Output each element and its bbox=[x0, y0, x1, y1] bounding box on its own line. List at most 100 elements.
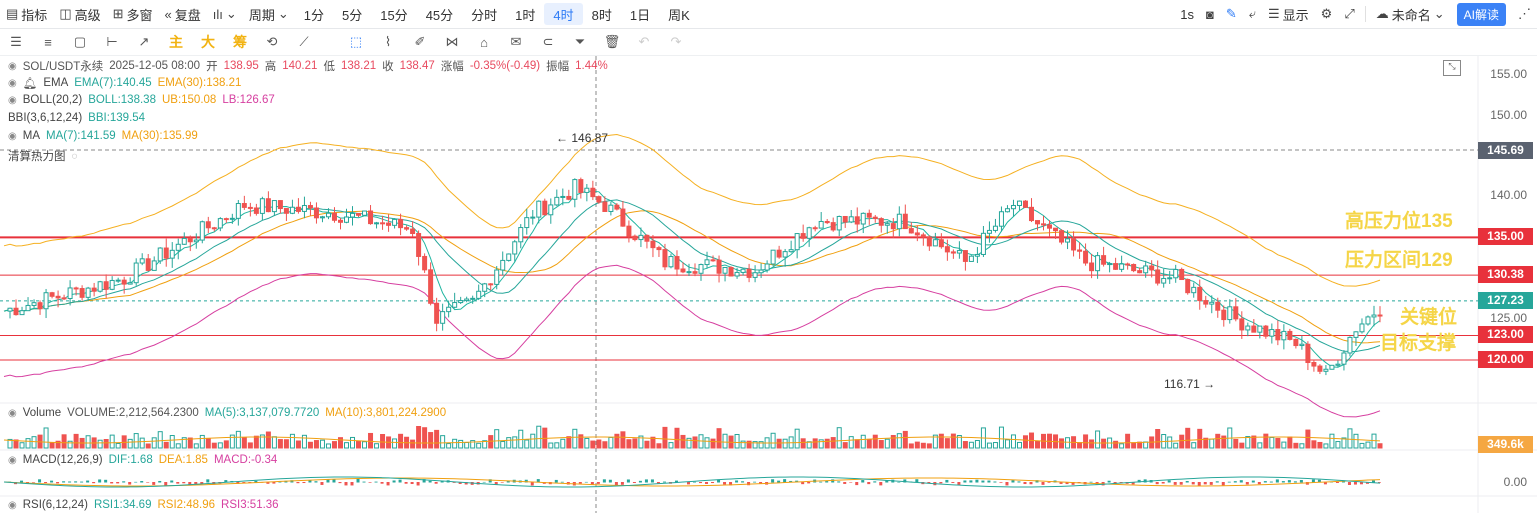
candle-body bbox=[404, 227, 410, 230]
chip-button[interactable]: 筹 bbox=[233, 34, 247, 50]
measure-icon[interactable]: ⟋ bbox=[299, 34, 309, 49]
macd-bar bbox=[296, 482, 300, 484]
draw-button[interactable]: ✎ bbox=[1220, 0, 1243, 28]
drawing-toolbar: ☰ ≡ ▢ ⊢ ↗ 主 大 筹 ⟲ ⟋ ⬚ ⌇ ✐ ⋈ ⌂ ✉ ⊂ ⏷ 🗑 ↶ … bbox=[0, 29, 1537, 56]
eye-icon[interactable]: ◉ bbox=[8, 60, 17, 72]
candle-body bbox=[548, 204, 554, 216]
share-button[interactable]: ⋰ bbox=[1512, 0, 1537, 28]
menu-icon[interactable]: ☰ bbox=[10, 34, 22, 49]
brush-icon[interactable]: ✐ bbox=[414, 34, 426, 49]
timeframe-4[interactable]: 分时 bbox=[471, 7, 498, 23]
macd-bar bbox=[686, 482, 690, 485]
ray-icon[interactable]: ↗ bbox=[138, 34, 150, 49]
ruler-icon[interactable]: ⌇ bbox=[384, 34, 392, 49]
macd-bar bbox=[674, 480, 678, 483]
display-button[interactable]: ☰ 显示 bbox=[1268, 6, 1309, 23]
eye-icon[interactable]: ◉ bbox=[8, 77, 17, 89]
volume-bar bbox=[1299, 443, 1305, 449]
volume-bar bbox=[374, 443, 380, 449]
trash-icon[interactable]: 🗑 bbox=[603, 34, 621, 49]
refresh-interval[interactable]: 1s bbox=[1180, 6, 1194, 22]
volume-bar bbox=[1131, 442, 1137, 449]
horizontal-line-icon[interactable]: ⊢ bbox=[106, 34, 118, 49]
timeframe-0[interactable]: 1分 bbox=[303, 7, 324, 23]
cursor-icon[interactable]: ⬚ bbox=[349, 34, 363, 49]
settings-button[interactable]: ⚙ bbox=[1315, 0, 1339, 28]
timeframe-3[interactable]: 45分 bbox=[425, 7, 454, 23]
redo-icon[interactable]: ↷ bbox=[670, 34, 682, 49]
volume-bar bbox=[1311, 440, 1317, 449]
candle-body bbox=[716, 259, 722, 274]
fullscreen-button[interactable]: ⤢ bbox=[1338, 0, 1360, 28]
timeframe-7[interactable]: 8时 bbox=[591, 7, 612, 23]
macd-bar bbox=[374, 481, 378, 483]
candle-body bbox=[836, 215, 842, 231]
macd-bar bbox=[735, 480, 739, 483]
filter-icon[interactable]: ⏷ bbox=[574, 34, 586, 49]
fibonacci-icon[interactable]: ⋈ bbox=[445, 34, 459, 49]
timeframe-8[interactable]: 1日 bbox=[629, 7, 651, 23]
chart-type-button[interactable]: ılı ⌄ bbox=[207, 0, 243, 28]
annotation-key-level: 关键位 bbox=[1400, 307, 1458, 328]
eye-icon[interactable]: ◉ bbox=[8, 499, 17, 511]
timeframe-1[interactable]: 5分 bbox=[341, 7, 363, 23]
eye-icon[interactable]: ◉ bbox=[8, 130, 17, 142]
volume-bar bbox=[139, 437, 145, 449]
timeframe-6[interactable]: 4时 bbox=[544, 3, 583, 25]
ai-analysis-button[interactable]: AI解读 bbox=[1456, 2, 1506, 26]
candle-body bbox=[926, 236, 932, 247]
large-order-button[interactable]: 大 bbox=[201, 34, 215, 50]
screenshot-button[interactable]: ◙ bbox=[1200, 0, 1220, 28]
multi-window-button[interactable]: ⊞ 多窗 bbox=[112, 6, 153, 23]
candle-body bbox=[680, 268, 686, 273]
bell-icon[interactable]: 🔔︎ bbox=[22, 78, 38, 90]
volume-bar bbox=[920, 442, 926, 449]
lines-icon[interactable]: ≡ bbox=[44, 34, 52, 50]
note-icon[interactable]: ✉ bbox=[510, 34, 522, 49]
chart-canvas[interactable] bbox=[0, 56, 1537, 513]
undo-icon[interactable]: ↶ bbox=[638, 34, 650, 49]
eye-icon[interactable]: ◉ bbox=[8, 94, 17, 106]
layout-select[interactable]: ☁ 未命名 ⌄ bbox=[1375, 6, 1445, 23]
volume-bar bbox=[998, 426, 1004, 449]
timeframe-2[interactable]: 15分 bbox=[380, 7, 408, 23]
candle-body bbox=[1317, 365, 1323, 372]
volume-bar bbox=[259, 434, 265, 449]
undo-layout-button[interactable]: ⤶ bbox=[1243, 0, 1262, 28]
eye-icon[interactable]: ◉ bbox=[8, 454, 17, 466]
cloud-icon: ☁ bbox=[1375, 6, 1389, 21]
main-force-button[interactable]: 主 bbox=[169, 34, 183, 50]
candle-body bbox=[974, 253, 980, 257]
bbi-legend: BBI(3,6,12,24) BBI:139.54 bbox=[8, 112, 146, 124]
candle-body bbox=[205, 221, 211, 229]
volume-bar bbox=[686, 437, 692, 449]
price-tick: 150.00 bbox=[1490, 108, 1527, 122]
maximize-pane-icon[interactable]: ⤡ bbox=[1443, 60, 1461, 76]
eye-off-icon[interactable]: ◌ bbox=[71, 150, 78, 162]
macd-bar bbox=[596, 482, 600, 484]
volume-bar bbox=[668, 442, 674, 449]
volume-bar bbox=[325, 443, 331, 449]
sync-icon[interactable]: ⟲ bbox=[266, 34, 278, 49]
candle-body bbox=[854, 216, 860, 225]
indicators-button[interactable]: ▤ 指标 bbox=[6, 6, 48, 23]
candle-body bbox=[890, 223, 896, 230]
timeframe-5[interactable]: 1时 bbox=[515, 7, 536, 23]
volume-bar bbox=[656, 443, 662, 449]
rectangle-icon[interactable]: ▢ bbox=[73, 34, 87, 49]
volume-bar bbox=[1347, 428, 1353, 449]
period-button[interactable]: 周期 ⌄ bbox=[248, 6, 289, 23]
volume-bar bbox=[440, 435, 446, 449]
volume-bar bbox=[890, 434, 896, 449]
macd-bar bbox=[188, 482, 192, 485]
eye-icon[interactable]: ◉ bbox=[8, 407, 17, 419]
magnet-icon[interactable]: ⊂ bbox=[542, 34, 554, 49]
advanced-button[interactable]: ◫ 高级 bbox=[59, 6, 101, 23]
candle-body bbox=[1107, 263, 1113, 266]
lock-icon[interactable]: ⌂ bbox=[480, 34, 488, 50]
volume-bar bbox=[55, 440, 61, 449]
candle-body bbox=[1149, 265, 1155, 271]
timeframe-9[interactable]: 周K bbox=[668, 7, 690, 23]
replay-button[interactable]: «复盘 bbox=[164, 6, 201, 23]
